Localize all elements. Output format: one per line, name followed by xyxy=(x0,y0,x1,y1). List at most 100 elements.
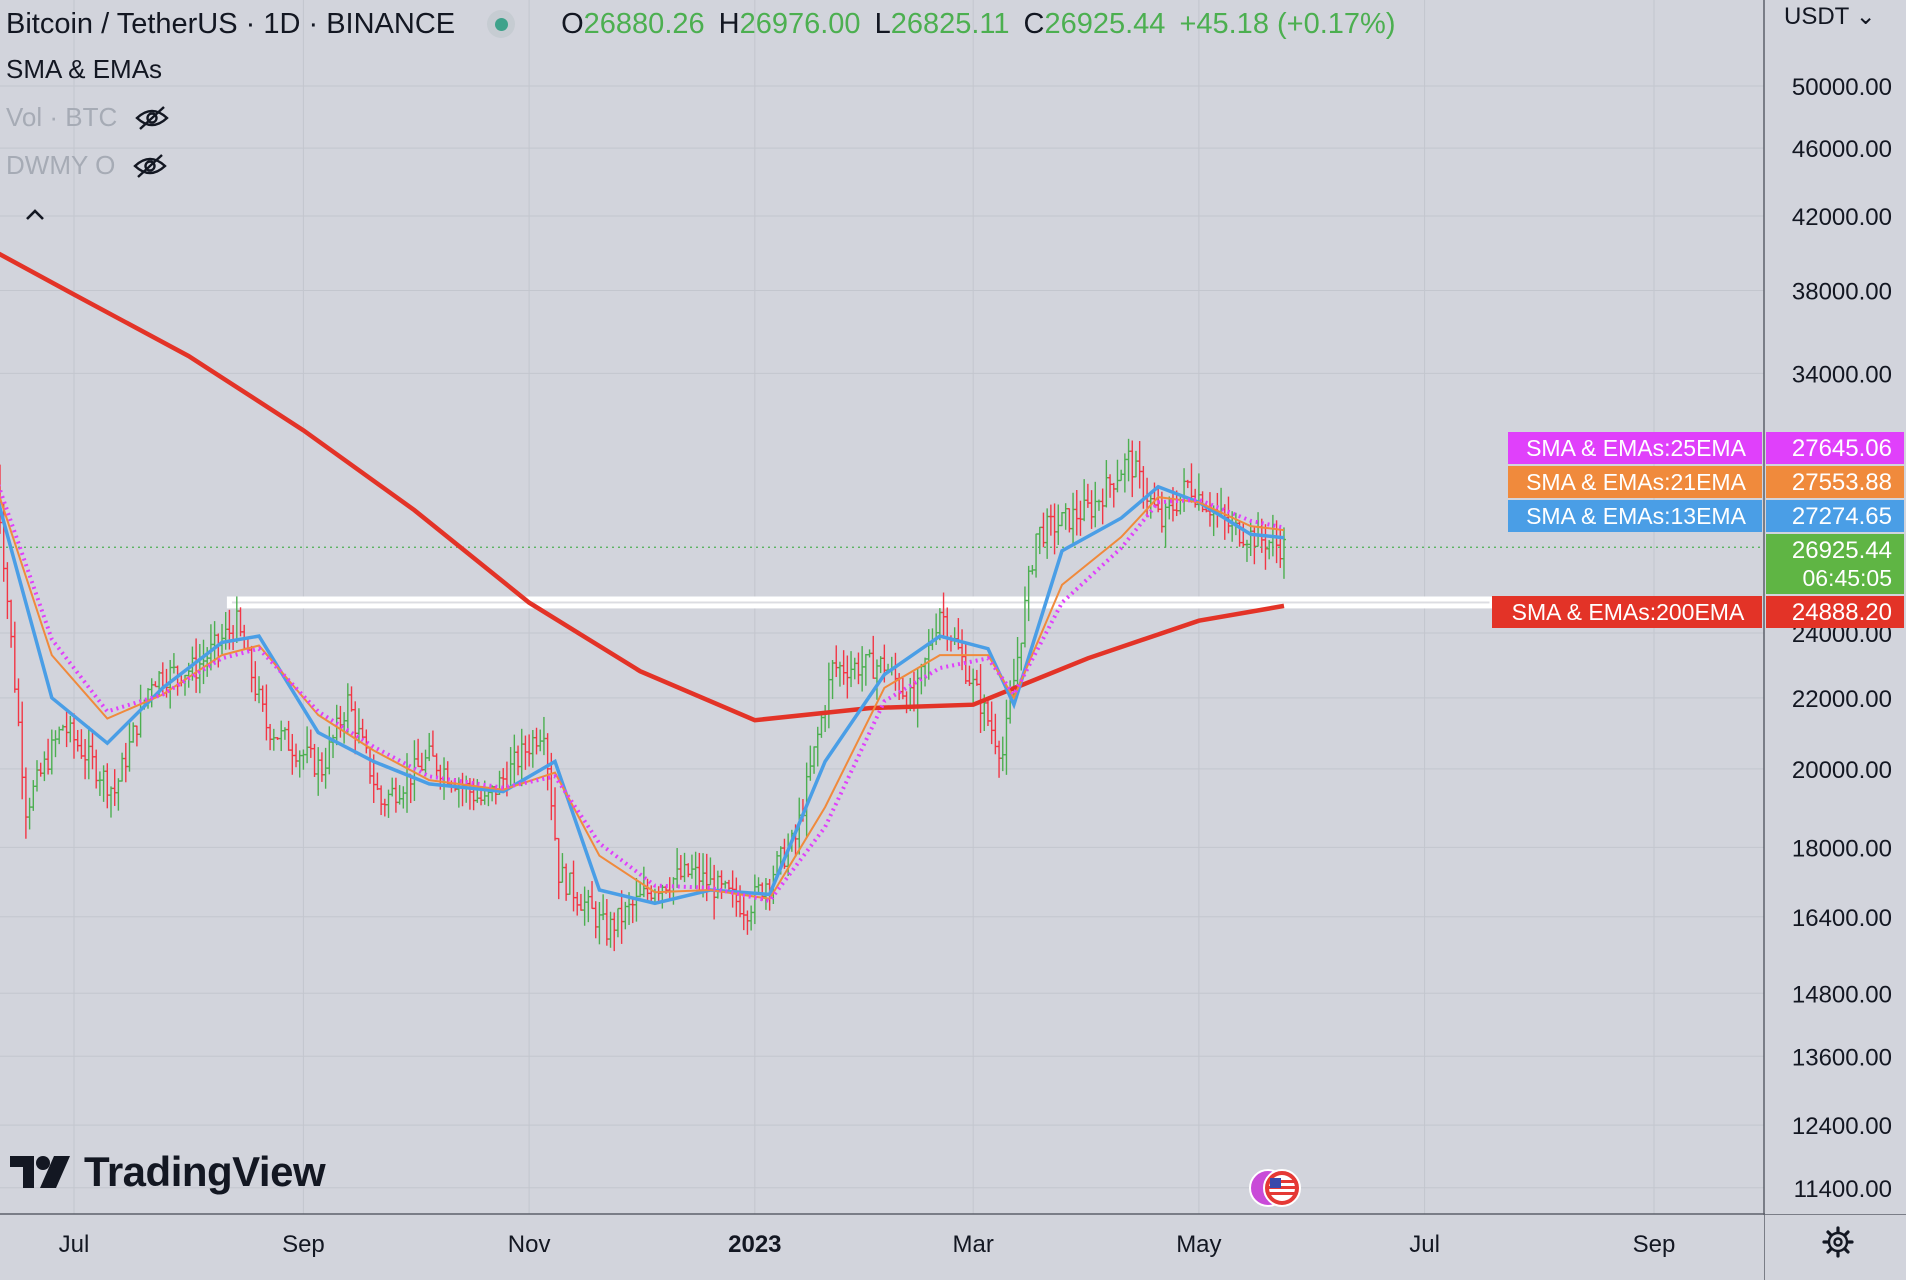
ema13-line[interactable] xyxy=(0,484,1285,906)
ema200-line[interactable] xyxy=(0,251,1285,723)
candle xyxy=(471,778,476,811)
candle xyxy=(708,857,713,886)
candle xyxy=(175,665,180,696)
indicator-price-label[interactable]: SMA & EMAs:21EMA 27553.88 xyxy=(1508,466,1904,498)
candle xyxy=(1244,539,1249,562)
candle xyxy=(419,752,424,772)
candle xyxy=(264,684,269,741)
price-tick-label: 38000.00 xyxy=(1792,279,1892,306)
candle xyxy=(194,638,199,693)
candle xyxy=(1108,474,1113,498)
candle xyxy=(971,668,976,706)
candle xyxy=(993,713,998,755)
candle xyxy=(171,653,176,674)
candle xyxy=(327,726,332,775)
candle xyxy=(856,652,861,685)
candle xyxy=(72,713,76,759)
candle xyxy=(120,752,125,782)
candle xyxy=(641,866,646,898)
candle xyxy=(216,633,221,668)
indicator-price-label[interactable]: SMA & EMAs:13EMA 27274.65 xyxy=(1508,500,1904,532)
candle xyxy=(1085,483,1090,508)
candle xyxy=(1096,499,1101,511)
candle xyxy=(516,745,521,776)
candle xyxy=(305,726,310,764)
market-status-icon[interactable] xyxy=(487,10,516,38)
bar-countdown: 06:45:05 xyxy=(1802,565,1892,591)
candle xyxy=(12,621,17,693)
candle xyxy=(967,665,972,686)
candle xyxy=(31,780,36,811)
candle xyxy=(900,677,905,700)
candle xyxy=(379,785,384,816)
indicator-sma-emas[interactable]: SMA & EMAs xyxy=(6,54,163,84)
indicator-value: 27274.65 xyxy=(1792,503,1892,530)
indicator-price-label[interactable]: SMA & EMAs:200EMA 24888.20 xyxy=(1492,596,1904,628)
collapse-chevron-icon[interactable] xyxy=(24,208,46,222)
currency-selector[interactable]: USDT ⌄ xyxy=(1784,3,1876,30)
candle xyxy=(734,877,739,917)
indicator-name: SMA & EMAs:13EMA xyxy=(1526,503,1747,529)
candle xyxy=(826,662,831,729)
candle xyxy=(1119,469,1124,482)
candle xyxy=(1252,527,1257,565)
candle xyxy=(893,652,898,691)
candle xyxy=(638,881,643,898)
candle xyxy=(723,880,728,889)
last-price-value: 26925.44 xyxy=(1792,537,1892,564)
candle xyxy=(227,609,232,650)
candle xyxy=(1163,502,1168,548)
indicator-price-label[interactable]: SMA & EMAs:25EMA 27645.06 xyxy=(1508,432,1904,464)
candle xyxy=(686,863,691,878)
candle xyxy=(812,746,817,774)
eye-off-icon[interactable] xyxy=(133,153,168,179)
candle xyxy=(567,872,572,895)
ema21-line[interactable] xyxy=(0,487,1285,900)
candle xyxy=(545,733,550,791)
indicator-dwmy[interactable]: DWMY O xyxy=(6,150,168,181)
candle xyxy=(741,895,746,931)
candle xyxy=(1074,490,1079,536)
candle xyxy=(623,901,628,930)
candle xyxy=(27,797,32,830)
candle xyxy=(131,722,136,743)
candle xyxy=(1196,473,1201,511)
settings-gear-icon[interactable] xyxy=(1822,1226,1854,1258)
candle xyxy=(1063,503,1068,530)
price-tick-label: 13600.00 xyxy=(1792,1044,1892,1071)
candle xyxy=(349,686,354,712)
candle xyxy=(945,607,950,651)
candle xyxy=(1122,453,1127,493)
candle xyxy=(1263,524,1268,570)
candle xyxy=(530,730,535,768)
candle xyxy=(1185,479,1190,489)
tradingview-logo-icon xyxy=(10,1156,70,1188)
candle xyxy=(397,785,402,805)
eye-off-icon[interactable] xyxy=(135,105,170,131)
candle xyxy=(985,697,990,727)
ema25-line[interactable] xyxy=(0,479,1285,904)
tradingview-logo-text: TradingView xyxy=(84,1148,326,1195)
candle xyxy=(323,747,328,789)
candle xyxy=(512,734,517,786)
candle xyxy=(874,659,879,700)
candle xyxy=(1041,512,1046,548)
economic-events-icon[interactable] xyxy=(1248,1168,1312,1208)
candle xyxy=(253,661,258,702)
symbol-title[interactable]: Bitcoin / TetherUS · 1D · BINANCE xyxy=(6,7,456,40)
support-zone[interactable] xyxy=(226,596,1495,609)
candle xyxy=(615,907,620,938)
candle xyxy=(79,729,84,759)
candle xyxy=(260,685,265,712)
time-tick-label: May xyxy=(1176,1231,1221,1258)
candle xyxy=(427,732,432,762)
indicator-volume[interactable]: Vol · BTC xyxy=(6,102,170,133)
candle xyxy=(434,753,439,778)
time-axis-bg[interactable] xyxy=(0,1215,1764,1280)
candle xyxy=(956,618,961,650)
candle xyxy=(978,664,983,733)
candle xyxy=(1004,699,1009,775)
candle xyxy=(75,729,80,752)
